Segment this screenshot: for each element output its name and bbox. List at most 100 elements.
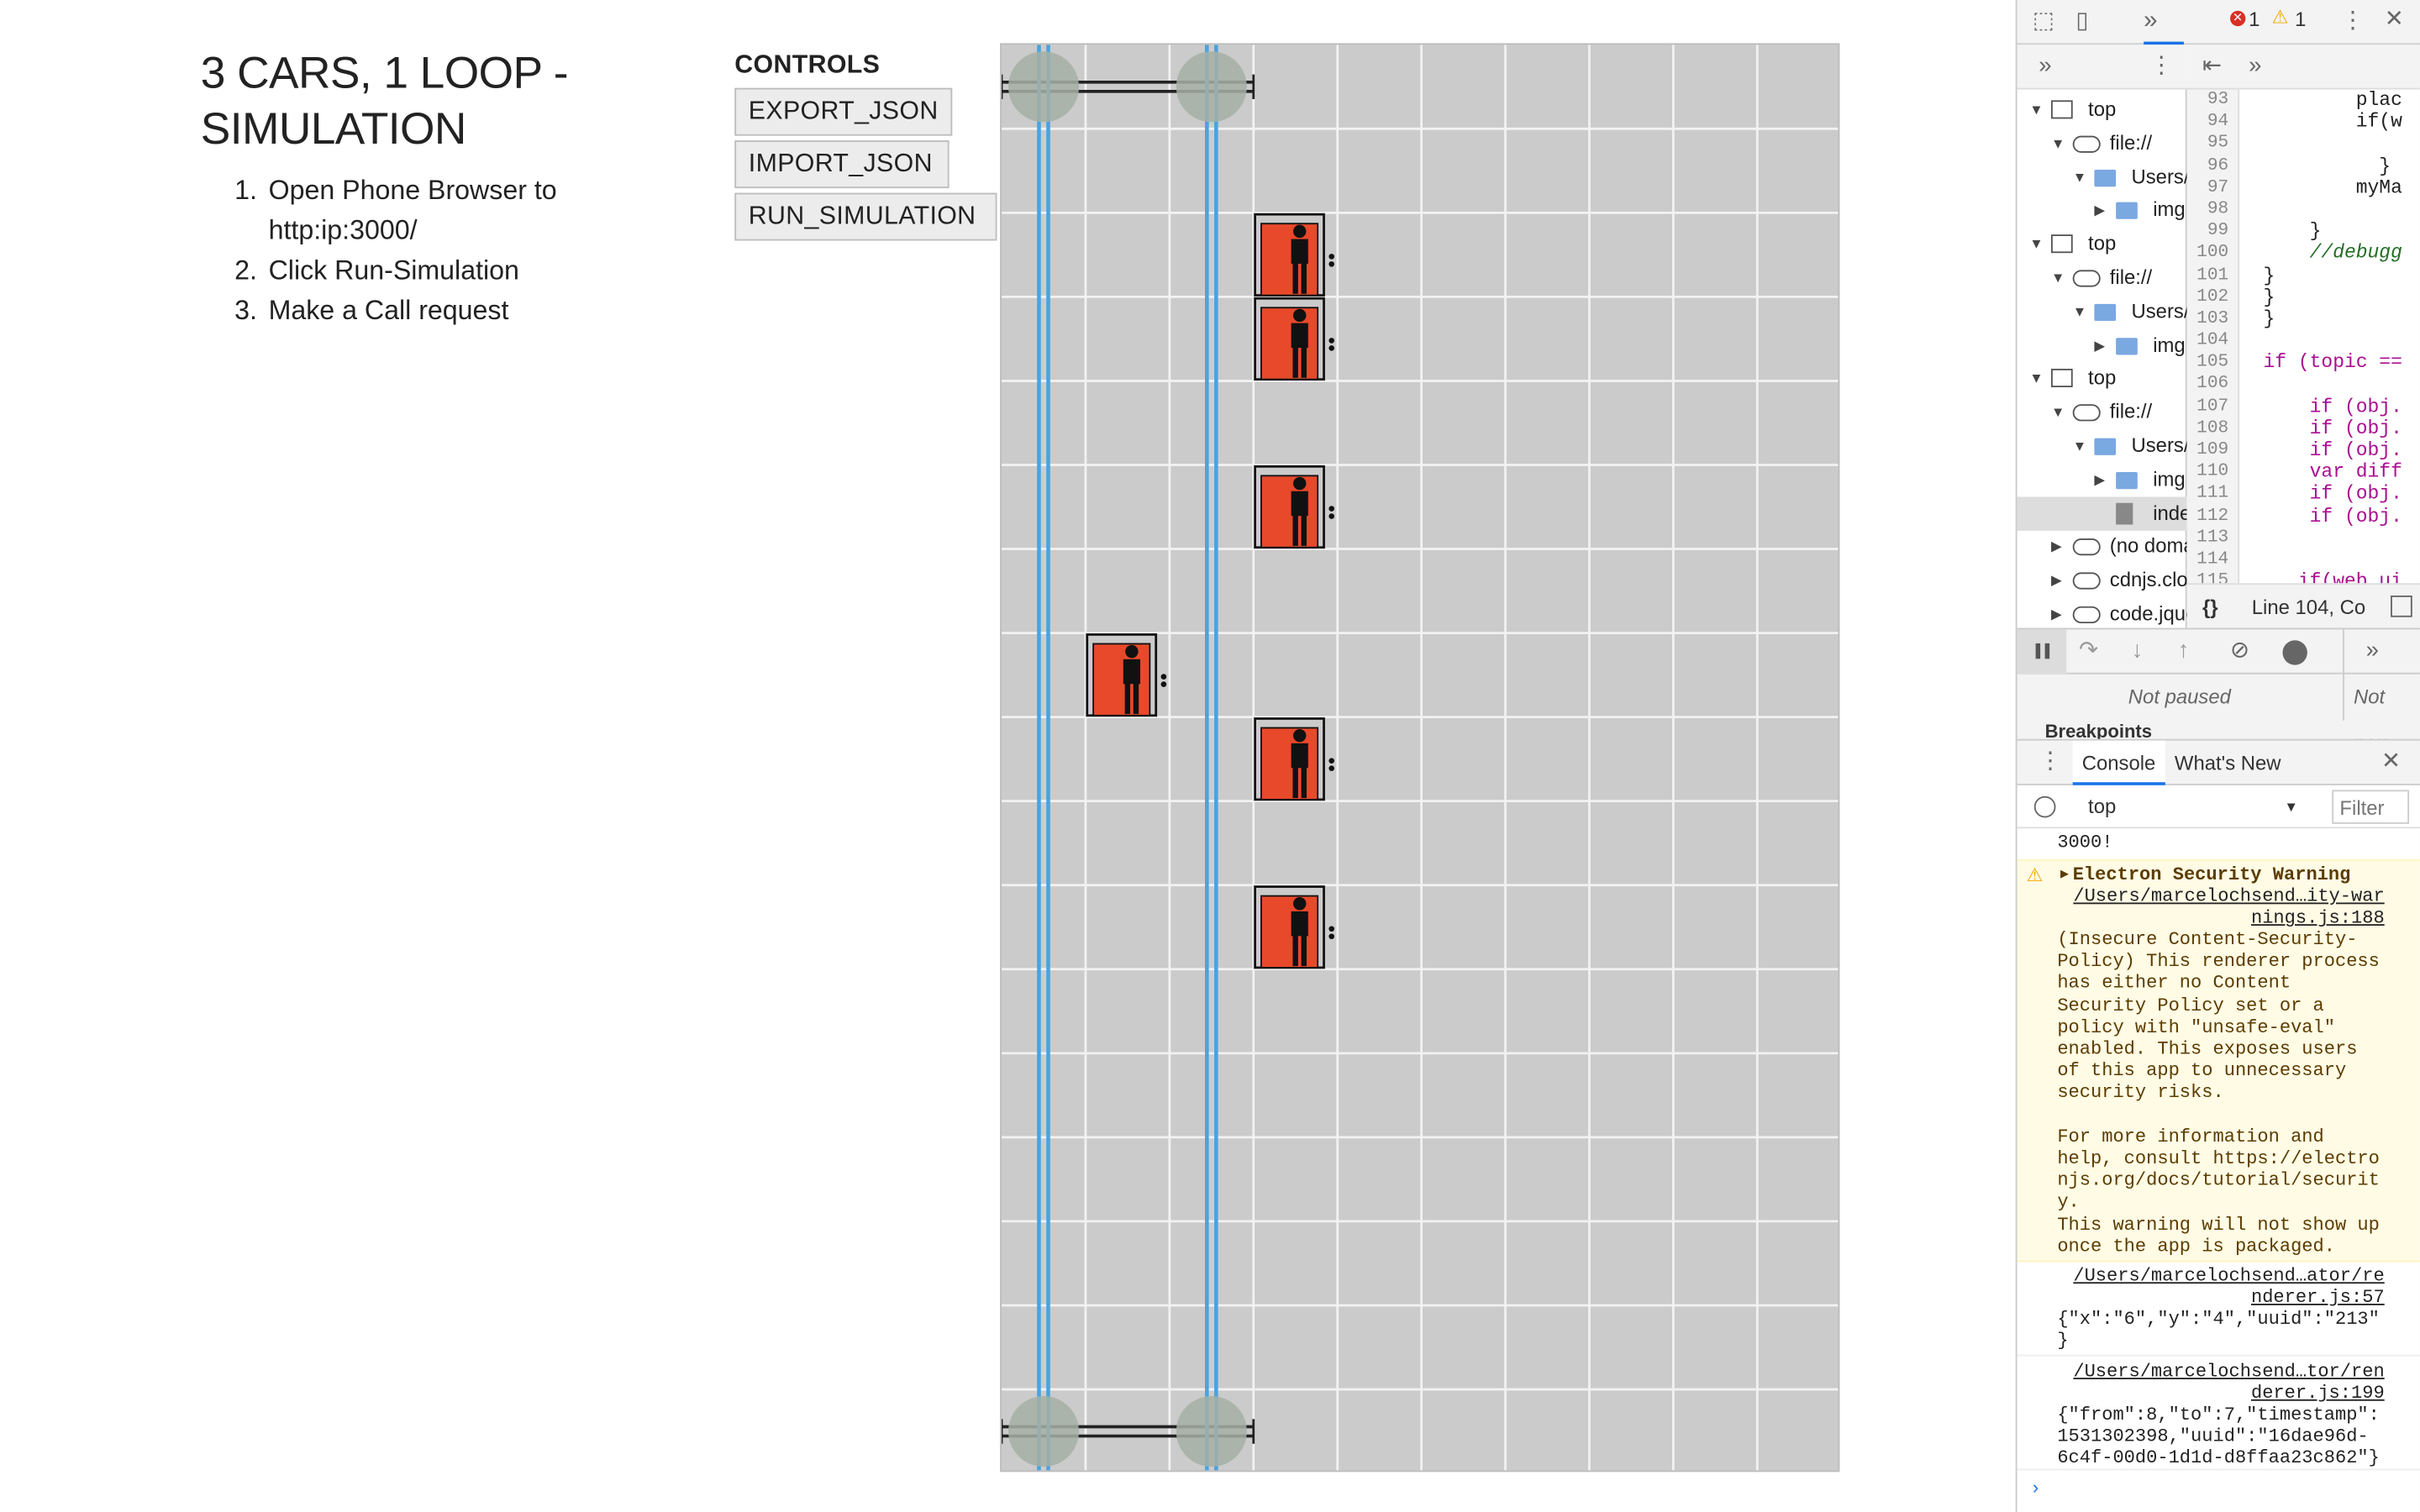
- code-line[interactable]: if (topic ==: [2251, 352, 2402, 374]
- collapsed-triangle-icon[interactable]: ▶: [2050, 606, 2062, 622]
- inspect-element-icon[interactable]: ⬚: [2032, 8, 2054, 34]
- line-number[interactable]: 98: [2207, 198, 2229, 219]
- more-tabs-icon[interactable]: »: [2249, 52, 2262, 79]
- code-line[interactable]: }: [2251, 308, 2275, 330]
- elevator-car[interactable]: [1086, 633, 1167, 717]
- line-number[interactable]: 111: [2196, 483, 2229, 504]
- expanded-triangle-icon[interactable]: ▼: [2029, 370, 2044, 386]
- line-number[interactable]: 113: [2196, 527, 2229, 548]
- collapsed-triangle-icon[interactable]: ▶: [2094, 471, 2106, 488]
- close-icon[interactable]: ✕: [2384, 6, 2404, 33]
- tree-item[interactable]: ▼ file://: [2018, 396, 2187, 429]
- code-line[interactable]: if (obj.: [2251, 505, 2402, 528]
- expanded-triangle-icon[interactable]: ▼: [2072, 169, 2087, 185]
- code-line[interactable]: plac: [2251, 89, 2402, 112]
- toggle-navigator-icon[interactable]: ⇤: [2202, 52, 2223, 79]
- tree-item[interactable]: ▼ top: [2018, 92, 2187, 126]
- code-line[interactable]: if (obj.: [2251, 439, 2402, 462]
- line-number[interactable]: 108: [2196, 417, 2229, 438]
- code-line[interactable]: [2252, 199, 2420, 221]
- tree-item[interactable]: ▶ cdnjs.clou: [2018, 564, 2199, 597]
- code-line[interactable]: if (obj.: [2251, 396, 2402, 418]
- code-line[interactable]: [2252, 330, 2420, 352]
- tree-item[interactable]: ▶ code.jque: [2018, 597, 2196, 631]
- tree-item[interactable]: ▼ file://: [2018, 126, 2187, 160]
- code-line[interactable]: [2252, 134, 2420, 155]
- console-prompt-icon[interactable]: ›: [2032, 1476, 2039, 1499]
- expand-triangle-icon[interactable]: ▶: [2060, 867, 2069, 883]
- collapsed-triangle-icon[interactable]: ▶: [2050, 572, 2062, 589]
- warning-count[interactable]: 1: [2295, 8, 2307, 31]
- step-into-icon[interactable]: ↓: [2131, 637, 2144, 664]
- clear-console-icon[interactable]: [2033, 795, 2056, 818]
- code-editor[interactable]: ⇤ » 93 94 95 96 97 98 99 100 101 102 103 104 105 106 1…: [2186, 45, 2420, 628]
- tree-item[interactable]: ▶ img: [2018, 193, 2187, 227]
- tab-console[interactable]: Console: [2072, 740, 2165, 785]
- line-number[interactable]: 110: [2196, 461, 2229, 482]
- code-line[interactable]: var diff: [2251, 461, 2402, 484]
- line-number[interactable]: 100: [2196, 242, 2229, 263]
- collapsed-triangle-icon[interactable]: ▶: [2094, 337, 2106, 353]
- log-source-link[interactable]: /Users/marcelochsend…tor/ren derer.js:19…: [2073, 1360, 2385, 1404]
- tree-item[interactable]: ▼ file://: [2018, 260, 2187, 294]
- expanded-triangle-icon[interactable]: ▼: [2050, 135, 2065, 151]
- tree-item[interactable]: ▶ img: [2018, 328, 2187, 361]
- line-number[interactable]: 93: [2207, 89, 2229, 110]
- line-number[interactable]: 103: [2196, 308, 2229, 328]
- line-number[interactable]: 114: [2196, 549, 2229, 570]
- step-over-icon[interactable]: ↷: [2079, 637, 2099, 664]
- step-out-icon[interactable]: ↑: [2177, 637, 2190, 664]
- pretty-print-icon[interactable]: {}: [2202, 595, 2218, 619]
- line-number[interactable]: 101: [2196, 264, 2229, 285]
- console-filter-input[interactable]: [2332, 790, 2410, 824]
- breakpoints-section[interactable]: Breakpoints: [2018, 721, 2420, 745]
- line-number[interactable]: 107: [2196, 396, 2229, 417]
- tree-item[interactable]: ▶ img: [2018, 463, 2187, 496]
- more-panels-icon[interactable]: »: [2144, 8, 2158, 34]
- context-selector[interactable]: top ▼: [2075, 785, 2307, 828]
- line-number[interactable]: 95: [2207, 133, 2229, 154]
- navigator-menu-icon[interactable]: ⋮: [2149, 52, 2174, 79]
- tree-item[interactable]: ▼ Users/m: [2018, 429, 2207, 463]
- code-line[interactable]: myMa: [2251, 176, 2402, 199]
- code-line[interactable]: if(w: [2251, 111, 2402, 134]
- simulation-grid[interactable]: [1000, 43, 1840, 1473]
- code-line[interactable]: [2252, 374, 2420, 396]
- expanded-triangle-icon[interactable]: ▼: [2072, 438, 2087, 454]
- line-number[interactable]: 96: [2207, 155, 2229, 176]
- tree-item[interactable]: ▼ Users/m: [2018, 160, 2207, 193]
- more-tabs-icon[interactable]: »: [2365, 637, 2379, 664]
- code-line[interactable]: }: [2251, 155, 2391, 177]
- warning-source-link[interactable]: /Users/marcelochsend…ity-war nings.js:18…: [2073, 885, 2385, 930]
- expanded-triangle-icon[interactable]: ▼: [2029, 102, 2044, 118]
- line-number[interactable]: 97: [2207, 176, 2229, 197]
- pause-button[interactable]: [2017, 629, 2067, 675]
- tree-item[interactable]: ▶ (no doma: [2018, 530, 2195, 564]
- code-line[interactable]: [2252, 528, 2420, 549]
- tab-whats-new[interactable]: What's New: [2174, 751, 2281, 775]
- line-number[interactable]: 102: [2196, 286, 2229, 307]
- pause-on-exceptions-icon[interactable]: [2282, 640, 2307, 665]
- tree-item[interactable]: ▼ top: [2018, 227, 2187, 260]
- kebab-menu-icon[interactable]: ⋮: [2341, 8, 2365, 34]
- elevator-car[interactable]: [1254, 717, 1334, 801]
- elevator-car[interactable]: [1254, 885, 1334, 969]
- line-number[interactable]: 104: [2196, 330, 2229, 351]
- code-content[interactable]: plac if(w } myMa } //debugg } } } if (to…: [2251, 89, 2420, 593]
- deactivate-breakpoints-icon[interactable]: ⊘: [2230, 637, 2250, 664]
- code-line[interactable]: //debugg: [2251, 242, 2402, 265]
- expanded-triangle-icon[interactable]: ▼: [2050, 270, 2065, 286]
- collapsed-triangle-icon[interactable]: ▶: [2050, 538, 2062, 555]
- close-drawer-icon[interactable]: ✕: [2381, 748, 2402, 775]
- expanded-triangle-icon[interactable]: ▼: [2072, 303, 2087, 319]
- code-line[interactable]: if (obj.: [2251, 483, 2402, 506]
- log-source-link[interactable]: /Users/marcelochsend…ator/re nderer.js:5…: [2073, 1265, 2385, 1309]
- code-line[interactable]: if (obj.: [2251, 417, 2402, 440]
- export-json-button[interactable]: EXPORT_JSON: [734, 87, 953, 136]
- run-simulation-button[interactable]: RUN_SIMULATION: [734, 192, 997, 241]
- code-line[interactable]: [2252, 549, 2420, 571]
- line-number[interactable]: 99: [2207, 220, 2229, 241]
- code-line[interactable]: }: [2251, 264, 2275, 286]
- import-json-button[interactable]: IMPORT_JSON: [734, 140, 950, 189]
- collapsed-triangle-icon[interactable]: ▶: [2094, 202, 2106, 218]
